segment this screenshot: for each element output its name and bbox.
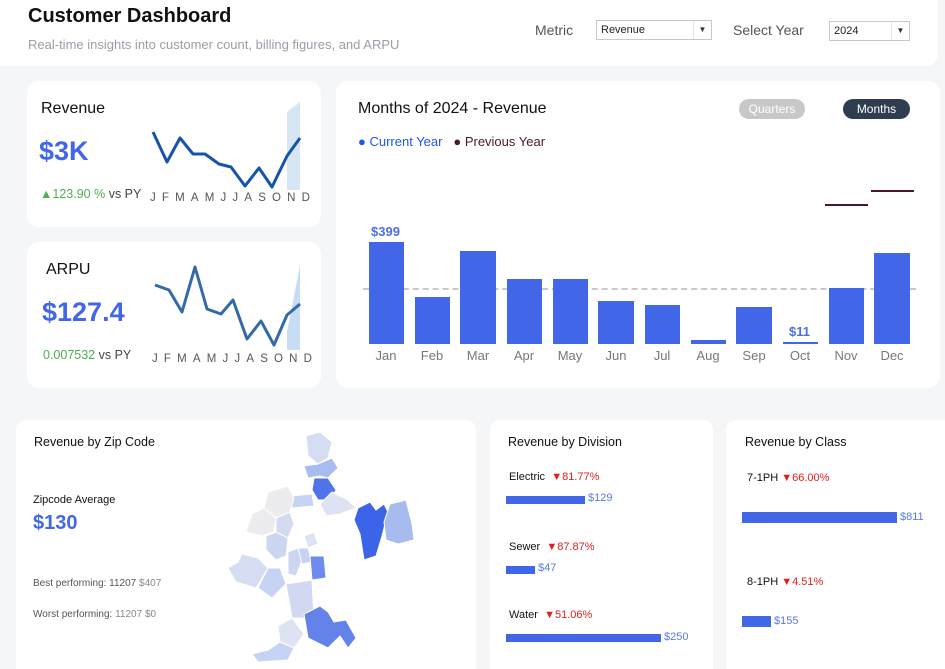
bar-may[interactable] <box>553 279 588 344</box>
bar-jun[interactable] <box>598 301 634 344</box>
value-water: $250 <box>664 631 689 643</box>
kpi-change-value: ▲123.90 % <box>40 187 106 201</box>
header-bar: Customer Dashboard Real-time insights in… <box>0 0 938 66</box>
average-line <box>363 288 916 290</box>
month-label: Nov <box>834 348 858 363</box>
month-label: Jan <box>375 348 397 363</box>
bar-8-1ph[interactable] <box>742 616 771 627</box>
previous-year-marker-dec <box>871 190 914 192</box>
kpi-value: $3K <box>39 136 89 166</box>
kpi-change: ▲123.90 % vs PY <box>40 187 141 201</box>
zip-average-label: Zipcode Average <box>33 494 116 506</box>
month-label: Aug <box>696 348 720 363</box>
card-title: Revenue by Zip Code <box>34 435 155 449</box>
chevron-down-icon: ▼ <box>891 22 909 40</box>
page-subtitle: Real-time insights into customer count, … <box>28 37 400 52</box>
kpi-vs-label: vs PY <box>98 348 132 362</box>
arpu-sparkline <box>154 265 301 350</box>
metric-label: Metric <box>535 22 574 38</box>
division-item-electric: Electric ▼81.77% <box>509 471 600 483</box>
month-label: Jul <box>653 348 671 363</box>
card-title: Revenue by Division <box>508 435 622 449</box>
value-sewer: $47 <box>538 562 557 574</box>
division-item-water: Water ▼51.06% <box>509 609 593 621</box>
month-label: Sep <box>742 348 766 363</box>
best-performing: Best performing: 11207 $407 <box>33 578 162 589</box>
month-label: Mar <box>466 348 490 363</box>
legend-previous[interactable]: Previous Year <box>464 134 546 149</box>
value-8-1ph: $155 <box>774 615 799 627</box>
kpi-title: ARPU <box>46 261 91 278</box>
toggle-quarters[interactable]: Quarters <box>739 99 805 119</box>
kpi-value: $127.4 <box>42 297 125 327</box>
class-card: Revenue by Class 7-1PH ▼66.00% $811 8-1P… <box>726 420 945 669</box>
month-label: Feb <box>420 348 444 363</box>
division-item-sewer: Sewer ▼87.87% <box>509 541 595 553</box>
bar-jan[interactable] <box>369 242 404 344</box>
kpi-change-value: 0.007532 <box>43 348 96 362</box>
toggle-months[interactable]: Months <box>843 99 910 119</box>
month-label: Jun <box>605 348 627 363</box>
bar-7-1ph[interactable] <box>742 512 897 523</box>
class-item-8-1ph: 8-1PH ▼4.51% <box>747 576 824 588</box>
data-label-max: $399 <box>371 224 400 239</box>
bar-sep[interactable] <box>736 307 772 344</box>
value-7-1ph: $811 <box>900 511 924 523</box>
year-label: Select Year <box>733 22 804 38</box>
legend-current[interactable]: Current Year <box>369 134 443 149</box>
card-title: Revenue by Class <box>745 435 847 449</box>
chart-title: Months of 2024 - Revenue <box>358 100 547 117</box>
kpi-change: 0.007532 vs PY <box>43 348 131 362</box>
worst-performing: Worst performing: 11207 $0 <box>33 609 157 620</box>
bar-apr[interactable] <box>507 279 542 344</box>
zip-card: Revenue by Zip Code Zipcode Average $130… <box>16 420 476 669</box>
bar-water[interactable] <box>506 634 661 642</box>
bar-sewer[interactable] <box>506 566 535 574</box>
previous-year-marker-nov <box>825 204 868 206</box>
class-item-7-1ph: 7-1PH ▼66.00% <box>747 472 830 484</box>
bar-dec[interactable] <box>874 253 910 344</box>
bar-aug[interactable] <box>691 340 726 344</box>
monthly-revenue-card: Months of 2024 - Revenue Quarters Months… <box>336 81 940 388</box>
bar-mar[interactable] <box>460 251 496 344</box>
bar-feb[interactable] <box>415 297 450 344</box>
kpi-title: Revenue <box>41 100 106 117</box>
data-label-min: $11 <box>789 324 810 339</box>
bar-jul[interactable] <box>645 305 680 344</box>
bar-electric[interactable] <box>506 496 585 504</box>
month-label: May <box>557 348 583 363</box>
metric-select-value: Revenue <box>601 24 646 36</box>
value-electric: $129 <box>588 492 613 504</box>
chevron-down-icon: ▼ <box>693 21 711 39</box>
month-label: Dec <box>880 348 904 363</box>
year-select-value: 2024 <box>834 25 859 37</box>
bar-nov[interactable] <box>829 288 864 344</box>
page-title: Customer Dashboard <box>28 5 232 27</box>
metric-select[interactable]: Revenue ▼ <box>596 20 712 40</box>
highlight-band <box>287 265 300 350</box>
month-label: Apr <box>513 348 535 363</box>
kpi-vs-label: vs PY <box>108 187 142 201</box>
legend-dot-current: ● <box>358 134 366 149</box>
month-label: Oct <box>789 348 811 363</box>
year-select[interactable]: 2024 ▼ <box>829 21 910 41</box>
legend: ● Current Year ● Previous Year <box>358 134 545 149</box>
zip-choropleth-map[interactable] <box>228 428 428 666</box>
division-card: Revenue by Division Electric ▼81.77% $12… <box>490 420 713 669</box>
revenue-sparkline <box>151 102 302 190</box>
bar-oct[interactable] <box>783 342 818 344</box>
zip-average-value: $130 <box>33 512 78 534</box>
legend-dot-previous: ● <box>453 134 462 149</box>
